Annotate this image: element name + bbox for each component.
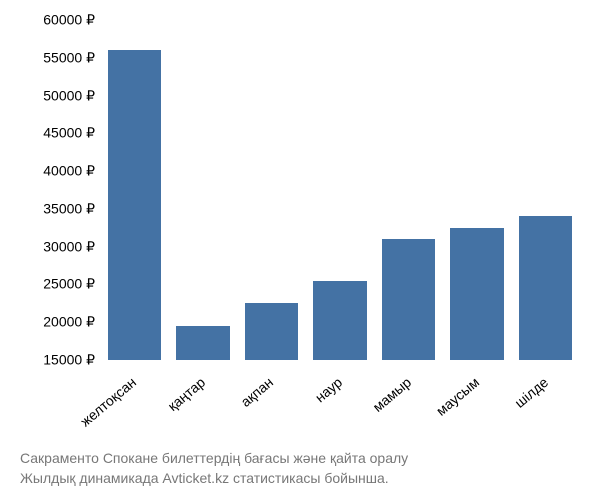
chart-container: 15000 ₽ 20000 ₽ 25000 ₽ 30000 ₽ 35000 ₽ 40000… xyxy=(0,0,600,500)
y-tick-label: 20000 ₽ xyxy=(0,314,95,331)
bar xyxy=(519,216,572,360)
plot-area xyxy=(100,20,580,360)
y-tick-label: 30000 ₽ xyxy=(0,238,95,255)
y-tick-label: 45000 ₽ xyxy=(0,125,95,142)
bar xyxy=(245,303,298,360)
caption-line-2: Жылдық динамикада Avticket.kz статистика… xyxy=(20,470,389,486)
y-tick-label: 50000 ₽ xyxy=(0,87,95,104)
y-tick-label: 25000 ₽ xyxy=(0,276,95,293)
bar xyxy=(313,281,366,360)
bar xyxy=(382,239,435,360)
bar xyxy=(450,228,503,360)
y-tick-label: 55000 ₽ xyxy=(0,49,95,66)
y-tick-label: 60000 ₽ xyxy=(0,12,95,29)
caption-line-1: Сакраменто Спокане билеттердің бағасы жә… xyxy=(20,450,408,466)
y-tick-label: 15000 ₽ xyxy=(0,352,95,369)
bar xyxy=(176,326,229,360)
bar xyxy=(108,50,161,360)
y-tick-label: 40000 ₽ xyxy=(0,163,95,180)
y-tick-label: 35000 ₽ xyxy=(0,200,95,217)
